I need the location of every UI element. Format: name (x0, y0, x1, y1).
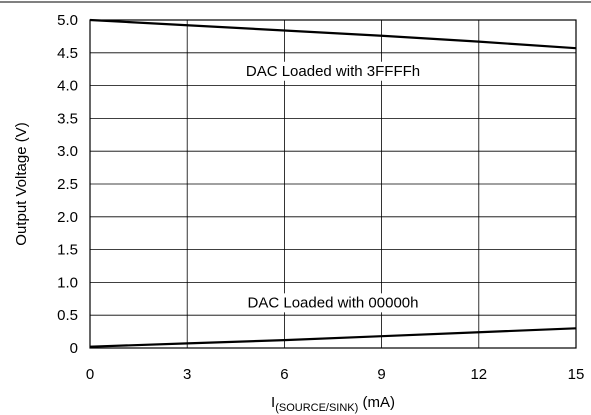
series-line-1 (89, 327, 577, 348)
x-axis-title: I(SOURCE/SINK) (mA) (271, 394, 395, 414)
y-tick-label-6: 3.0 (57, 143, 78, 160)
x-tick-label-4: 12 (470, 366, 487, 383)
plot-frame (89, 19, 577, 349)
y-tick-label-0: 0 (70, 340, 78, 357)
y-tick-label-5: 2.5 (57, 176, 78, 193)
annotation-bg-0 (241, 61, 425, 81)
y-tick-label-9: 4.5 (57, 45, 78, 62)
x-axis-title-sub: (SOURCE/SINK) (275, 402, 358, 414)
x-tick-label-2: 6 (280, 366, 288, 383)
series-line-0 (89, 18, 577, 50)
x-tick-label-3: 9 (377, 366, 385, 383)
y-tick-label-8: 4.0 (57, 78, 78, 95)
y-tick-label-3: 1.5 (57, 242, 78, 259)
annotation-bg-1 (243, 293, 423, 313)
y-tick-label-10: 5.0 (57, 12, 78, 29)
x-axis-title-unit: (mA) (358, 394, 395, 411)
y-tick-label-4: 2.0 (57, 209, 78, 226)
annotation-label-1: DAC Loaded with 00000h (248, 294, 419, 311)
y-tick-label-7: 3.5 (57, 110, 78, 127)
x-tick-labels: 0 3 6 9 12 15 (86, 366, 585, 383)
y-tick-labels: 0 0.5 1.0 1.5 2.0 2.5 3.0 3.5 4.0 4.5 5.0 (57, 12, 78, 357)
series-group (89, 18, 577, 348)
y-axis-title: Output Voltage (V) (13, 122, 30, 245)
x-tick-label-0: 0 (86, 366, 94, 383)
annotations: DAC Loaded with 3FFFFh DAC Loaded with 00… (241, 61, 425, 313)
x-tick-label-5: 15 (568, 366, 585, 383)
y-tick-label-1: 0.5 (57, 307, 78, 324)
x-tick-label-1: 3 (183, 366, 191, 383)
annotation-label-0: DAC Loaded with 3FFFFh (246, 63, 420, 80)
y-tick-label-2: 1.0 (57, 274, 78, 291)
x-axis-title-main: I (271, 394, 275, 411)
